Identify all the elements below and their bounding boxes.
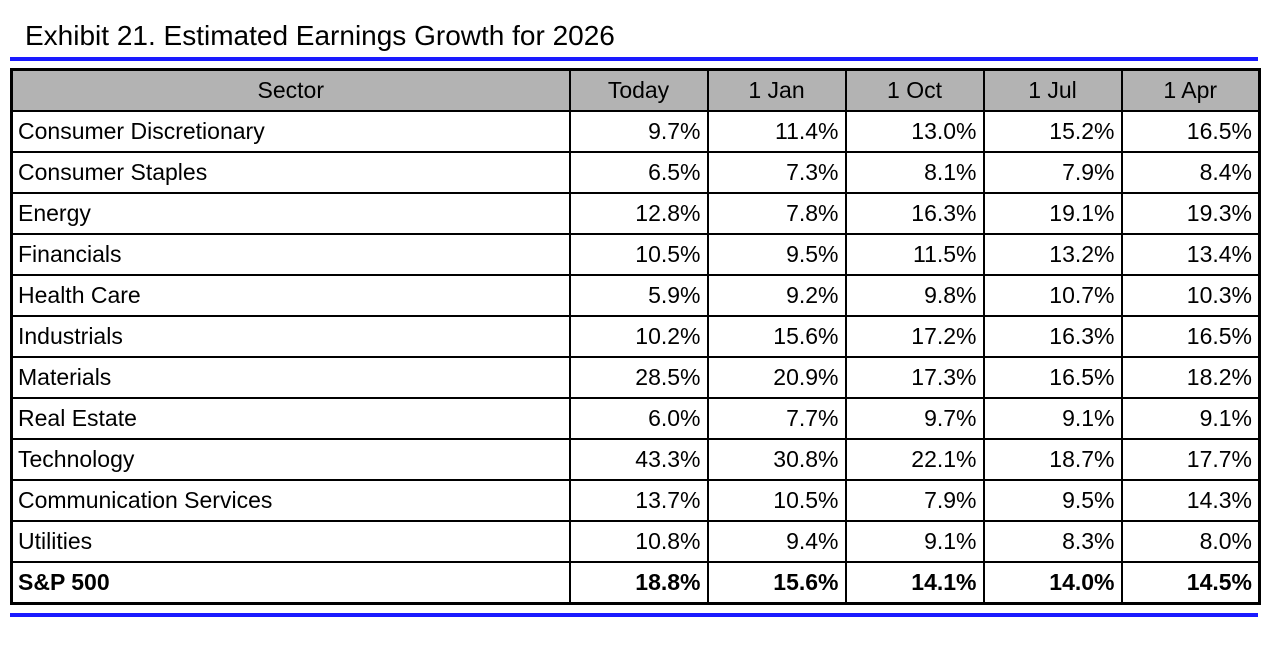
- value-cell: 7.9%: [982, 150, 1123, 194]
- sector-cell: Consumer Staples: [10, 150, 571, 194]
- value-cell: 9.7%: [844, 396, 985, 440]
- document-page: Exhibit 21. Estimated Earnings Growth fo…: [10, 20, 1261, 617]
- value-cell: 13.0%: [844, 109, 985, 153]
- value-cell: 20.9%: [706, 355, 847, 399]
- table-row: Utilities 10.8% 9.4% 9.1% 8.3% 8.0%: [10, 519, 1261, 563]
- value-cell: 43.3%: [568, 437, 709, 481]
- column-header: 1 Apr: [1120, 68, 1261, 112]
- value-cell: 12.8%: [568, 191, 709, 235]
- table-row: Consumer Discretionary 9.7% 11.4% 13.0% 15.2…: [10, 109, 1261, 153]
- value-cell: 15.2%: [982, 109, 1123, 153]
- table-row: Communication Services 13.7% 10.5% 7.9% 9.5%…: [10, 478, 1261, 522]
- value-cell: 8.0%: [1120, 519, 1261, 563]
- value-cell: 7.9%: [844, 478, 985, 522]
- sector-cell: Consumer Discretionary: [10, 109, 571, 153]
- value-cell: 15.6%: [706, 314, 847, 358]
- sector-cell: Real Estate: [10, 396, 571, 440]
- value-cell: 10.2%: [568, 314, 709, 358]
- table-row: S&P 500 18.8% 15.6% 14.1% 14.0% 14.5%: [10, 560, 1261, 605]
- value-cell: 18.2%: [1120, 355, 1261, 399]
- value-cell: 16.5%: [1120, 109, 1261, 153]
- value-cell: 15.6%: [706, 560, 847, 605]
- value-cell: 17.3%: [844, 355, 985, 399]
- value-cell: 7.7%: [706, 396, 847, 440]
- value-cell: 14.5%: [1120, 560, 1261, 605]
- value-cell: 9.2%: [706, 273, 847, 317]
- value-cell: 17.7%: [1120, 437, 1261, 481]
- column-header: 1 Jan: [706, 68, 847, 112]
- value-cell: 9.1%: [1120, 396, 1261, 440]
- table-row: Health Care 5.9% 9.2% 9.8% 10.7% 10.3%: [10, 273, 1261, 317]
- value-cell: 13.4%: [1120, 232, 1261, 276]
- value-cell: 5.9%: [568, 273, 709, 317]
- value-cell: 8.1%: [844, 150, 985, 194]
- earnings-growth-table: Sector Today 1 Jan 1 Oct 1 Jul 1 Apr Consumer…: [10, 67, 1261, 605]
- sector-cell: Materials: [10, 355, 571, 399]
- value-cell: 13.7%: [568, 478, 709, 522]
- exhibit-title: Exhibit 21. Estimated Earnings Growth fo…: [25, 20, 615, 51]
- value-cell: 9.5%: [982, 478, 1123, 522]
- value-cell: 9.7%: [568, 109, 709, 153]
- value-cell: 10.7%: [982, 273, 1123, 317]
- value-cell: 7.8%: [706, 191, 847, 235]
- column-header: Today: [568, 68, 709, 112]
- value-cell: 16.3%: [844, 191, 985, 235]
- value-cell: 16.5%: [1120, 314, 1261, 358]
- column-header: 1 Jul: [982, 68, 1123, 112]
- sector-cell: Industrials: [10, 314, 571, 358]
- value-cell: 16.3%: [982, 314, 1123, 358]
- table-row: Materials 28.5% 20.9% 17.3% 16.5% 18.2%: [10, 355, 1261, 399]
- value-cell: 11.4%: [706, 109, 847, 153]
- sector-cell: Communication Services: [10, 478, 571, 522]
- value-cell: 30.8%: [706, 437, 847, 481]
- value-cell: 10.3%: [1120, 273, 1261, 317]
- value-cell: 8.3%: [982, 519, 1123, 563]
- value-cell: 10.5%: [706, 478, 847, 522]
- value-cell: 7.3%: [706, 150, 847, 194]
- value-cell: 28.5%: [568, 355, 709, 399]
- value-cell: 10.5%: [568, 232, 709, 276]
- value-cell: 13.2%: [982, 232, 1123, 276]
- value-cell: 14.0%: [982, 560, 1123, 605]
- value-cell: 9.1%: [982, 396, 1123, 440]
- value-cell: 10.8%: [568, 519, 709, 563]
- sector-cell: S&P 500: [10, 560, 571, 605]
- value-cell: 11.5%: [844, 232, 985, 276]
- table-header-row: Sector Today 1 Jan 1 Oct 1 Jul 1 Apr: [10, 68, 1261, 112]
- value-cell: 9.4%: [706, 519, 847, 563]
- value-cell: 9.1%: [844, 519, 985, 563]
- value-cell: 9.8%: [844, 273, 985, 317]
- bottom-rule: [10, 612, 1258, 617]
- value-cell: 16.5%: [982, 355, 1123, 399]
- column-header: 1 Oct: [844, 68, 985, 112]
- value-cell: 8.4%: [1120, 150, 1261, 194]
- title-underline-rule: [10, 56, 1258, 61]
- value-cell: 6.5%: [568, 150, 709, 194]
- table-row: Consumer Staples 6.5% 7.3% 8.1% 7.9% 8.4%: [10, 150, 1261, 194]
- sector-cell: Health Care: [10, 273, 571, 317]
- value-cell: 14.1%: [844, 560, 985, 605]
- value-cell: 17.2%: [844, 314, 985, 358]
- sector-cell: Technology: [10, 437, 571, 481]
- table-row: Energy 12.8% 7.8% 16.3% 19.1% 19.3%: [10, 191, 1261, 235]
- value-cell: 18.7%: [982, 437, 1123, 481]
- value-cell: 22.1%: [844, 437, 985, 481]
- sector-cell: Financials: [10, 232, 571, 276]
- table-row: Real Estate 6.0% 7.7% 9.7% 9.1% 9.1%: [10, 396, 1261, 440]
- value-cell: 18.8%: [568, 560, 709, 605]
- value-cell: 9.5%: [706, 232, 847, 276]
- table-row: Industrials 10.2% 15.6% 17.2% 16.3% 16.5%: [10, 314, 1261, 358]
- sector-cell: Energy: [10, 191, 571, 235]
- value-cell: 19.3%: [1120, 191, 1261, 235]
- value-cell: 19.1%: [982, 191, 1123, 235]
- table-row: Technology 43.3% 30.8% 22.1% 18.7% 17.7%: [10, 437, 1261, 481]
- sector-cell: Utilities: [10, 519, 571, 563]
- value-cell: 6.0%: [568, 396, 709, 440]
- table-row: Financials 10.5% 9.5% 11.5% 13.2% 13.4%: [10, 232, 1261, 276]
- column-header-sector: Sector: [10, 68, 571, 112]
- table-body: Consumer Discretionary 9.7% 11.4% 13.0% 15.2…: [10, 109, 1261, 605]
- value-cell: 14.3%: [1120, 478, 1261, 522]
